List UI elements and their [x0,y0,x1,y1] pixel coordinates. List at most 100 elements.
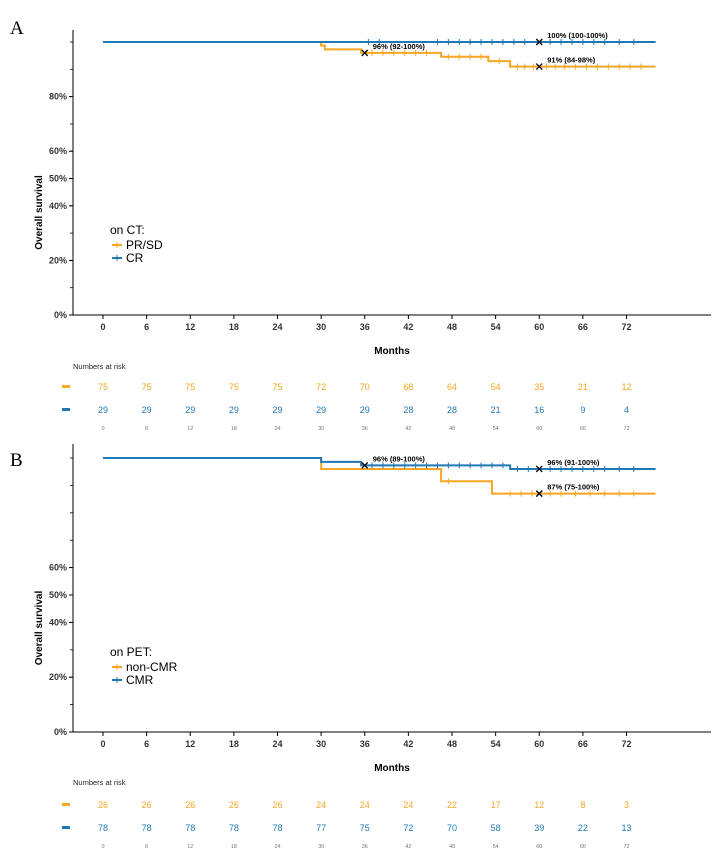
risk-count: 22 [447,800,457,810]
risk-count: 64 [447,382,457,392]
risk-x-tick: 66 [580,844,586,850]
risk-x-tick: 24 [274,844,280,850]
y-tick-label: 50% [49,590,67,600]
risk-x-tick: 42 [405,844,411,850]
risk-count: 24 [316,800,326,810]
x-tick-label: 6 [144,322,149,332]
survival-curve-pr-sd [103,41,656,68]
risk-x-tick: 54 [493,844,499,850]
y-axis-title: Overall survival [34,175,45,250]
risk-count: 78 [229,823,239,833]
risk-x-tick: 18 [231,426,237,430]
risk-count: 9 [580,405,585,415]
y-tick-label: 80% [49,92,67,102]
x-tick-label: 54 [491,739,501,749]
panel-a: A 0% 20% 40% 50% 60% 80% 0 6 12 18 24 30 36 42 48 54 60 66… [10,18,711,430]
risk-count: 26 [98,800,108,810]
risk-x-tick: 0 [101,426,104,430]
risk-count: 29 [185,405,195,415]
risk-row-swatch [62,826,70,829]
risk-x-tick: 12 [187,426,193,430]
risk-count: 75 [229,382,239,392]
survival-curve-cmr [103,457,656,470]
legend-title: on PET: [110,645,152,659]
x-tick-label: 12 [185,322,195,332]
y-tick-label: 60% [49,563,67,573]
risk-x-tick: 60 [536,426,542,430]
x-tick-label: 48 [447,739,457,749]
risk-table-title: Numbers at risk [73,778,126,787]
x-tick-label: 48 [447,322,457,332]
landmark-x-marker [361,461,369,469]
annotation-label: 96% (89-100%) [373,454,426,463]
x-axis-title: Months [374,346,410,357]
y-axis-title: Overall survival [34,591,45,666]
x-tick-label: 0 [100,739,105,749]
risk-count: 35 [534,382,544,392]
risk-count: 26 [142,800,152,810]
risk-count: 4 [624,405,629,415]
x-tick-label: 42 [403,322,413,332]
x-axis-title: Months [374,763,410,774]
risk-count: 75 [360,823,370,833]
risk-x-tick: 72 [623,426,629,430]
x-tick-label: 72 [621,739,631,749]
risk-count: 12 [621,382,631,392]
risk-count: 8 [580,800,585,810]
legend-entry: CR [126,251,144,265]
risk-count: 78 [142,823,152,833]
risk-x-tick: 30 [318,426,324,430]
x-tick-label: 30 [316,739,326,749]
x-tick-label: 66 [578,322,588,332]
risk-row-swatch [62,803,70,806]
landmark-x-marker [535,38,543,46]
risk-count: 29 [98,405,108,415]
y-tick-label: 60% [49,146,67,156]
x-tick-label: 0 [100,322,105,332]
risk-count: 77 [316,823,326,833]
risk-count: 54 [491,382,501,392]
x-tick-label: 66 [578,739,588,749]
risk-count: 22 [578,823,588,833]
y-tick-label: 20% [49,255,67,265]
x-tick-label: 36 [360,322,370,332]
risk-count: 29 [229,405,239,415]
annotation-label: 100% (100-100%) [547,31,608,40]
risk-x-tick: 48 [449,426,455,430]
risk-row-swatch [62,408,70,411]
risk-count: 72 [403,823,413,833]
y-tick-label: 0% [54,310,67,320]
x-tick-label: 18 [229,739,239,749]
annotation-label: 96% (92-100%) [373,42,426,51]
risk-count: 29 [272,405,282,415]
risk-x-tick: 0 [101,844,104,850]
legend-title: on CT: [110,223,145,237]
risk-row-swatch [62,385,70,388]
x-tick-label: 36 [360,739,370,749]
risk-count: 75 [142,382,152,392]
y-tick-label: 0% [54,727,67,737]
x-tick-label: 18 [229,322,239,332]
risk-x-tick: 6 [145,844,148,850]
risk-count: 78 [98,823,108,833]
risk-count: 39 [534,823,544,833]
km-chart-a: A0%20%40%50%60%80%0 6 12 18 24 30 36 42 48 54 60 66… [10,18,711,430]
risk-x-tick: 30 [318,844,324,850]
risk-table-title: Numbers at risk [73,362,126,371]
x-tick-label: 12 [185,739,195,749]
risk-x-tick: 72 [623,844,629,850]
panel-label: A [10,18,24,39]
landmark-x-marker [535,490,543,498]
risk-count: 70 [360,382,370,392]
risk-count: 72 [316,382,326,392]
x-tick-label: 24 [272,739,282,749]
risk-count: 26 [185,800,195,810]
risk-count: 12 [534,800,544,810]
legend-entry: PR/SD [126,238,163,252]
risk-count: 29 [316,405,326,415]
risk-count: 16 [534,405,544,415]
risk-count: 29 [142,405,152,415]
risk-x-tick: 54 [493,426,499,430]
x-tick-label: 24 [272,322,282,332]
risk-count: 28 [403,405,413,415]
